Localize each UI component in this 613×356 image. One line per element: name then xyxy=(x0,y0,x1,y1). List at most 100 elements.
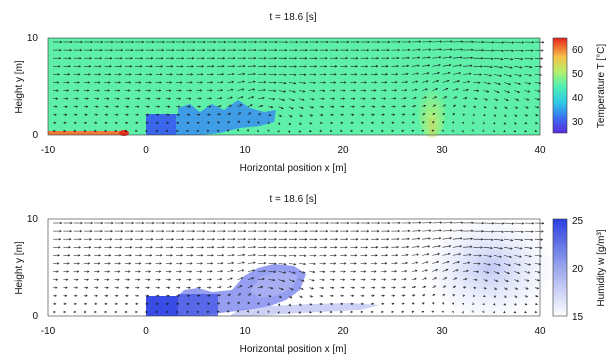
velocity-arrow-head xyxy=(428,229,432,232)
velocity-arrow-head xyxy=(120,56,123,60)
velocity-arrow-head xyxy=(253,245,257,249)
velocity-arrow-head xyxy=(119,254,122,257)
velocity-arrow-head xyxy=(237,120,240,124)
velocity-arrow-head xyxy=(398,221,401,225)
velocity-arrow-head xyxy=(254,40,258,44)
velocity-arrow-head xyxy=(375,254,378,257)
velocity-arrow-head xyxy=(269,113,272,117)
velocity-arrow-head xyxy=(253,64,257,68)
velocity-arrow-head xyxy=(244,40,247,44)
velocity-arrow-head xyxy=(391,310,394,314)
velocity-arrow-head xyxy=(392,294,396,297)
velocity-arrow-head xyxy=(495,279,499,282)
velocity-arrow-head xyxy=(518,263,521,266)
velocity-arrow-head xyxy=(128,262,132,265)
velocity-arrow-head xyxy=(352,97,356,100)
velocity-arrow xyxy=(483,66,493,68)
velocity-arrow-head xyxy=(509,74,512,77)
velocity-arrow xyxy=(442,104,446,107)
velocity-arrow-head xyxy=(227,121,231,124)
velocity-arrow-head xyxy=(130,237,133,241)
velocity-arrow-head xyxy=(428,237,431,240)
velocity-arrow-head xyxy=(256,129,260,133)
velocity-arrow-head xyxy=(406,245,410,249)
velocity-arrow-head xyxy=(295,221,299,225)
velocity-arrow xyxy=(299,98,305,101)
velocity-arrow-head xyxy=(492,310,495,314)
velocity-arrow-head xyxy=(145,310,149,314)
velocity-arrow-head xyxy=(480,65,483,68)
velocity-arrow-head xyxy=(233,56,236,60)
humidity-near-source xyxy=(178,294,218,316)
velocity-arrow-head xyxy=(481,238,484,241)
velocity-arrow-head xyxy=(135,121,139,125)
velocity-arrow-head xyxy=(74,121,77,125)
velocity-arrow-head xyxy=(253,72,256,76)
velocity-arrow xyxy=(493,255,502,258)
velocity-arrow-head xyxy=(114,129,118,133)
velocity-arrow xyxy=(237,269,244,272)
velocity-arrow-head xyxy=(441,310,444,314)
velocity-arrow xyxy=(299,263,306,265)
velocity-arrow-head xyxy=(383,97,387,100)
velocity-arrow-head xyxy=(116,286,120,289)
velocity-arrow-head xyxy=(199,89,203,92)
velocity-arrow xyxy=(514,57,523,60)
velocity-arrow-head xyxy=(412,121,415,124)
velocity-arrow-head xyxy=(476,89,480,92)
velocity-arrow-head xyxy=(330,302,334,306)
velocity-arrow-head xyxy=(324,254,327,257)
velocity-arrow xyxy=(432,222,442,224)
velocity-arrow-head xyxy=(161,48,165,52)
humidity-colorbar-scale xyxy=(552,218,568,317)
velocity-arrow xyxy=(534,106,539,108)
velocity-arrow-head xyxy=(151,48,155,52)
velocity-arrow xyxy=(514,222,524,224)
velocity-arrow-head xyxy=(126,113,129,117)
velocity-arrow-head xyxy=(193,40,196,44)
velocity-arrow-head xyxy=(69,229,73,233)
velocity-arrow xyxy=(534,98,540,100)
velocity-arrow xyxy=(483,49,494,51)
velocity-arrow-head xyxy=(483,113,486,116)
velocity-arrow-head xyxy=(229,104,232,107)
velocity-arrow xyxy=(268,271,276,273)
velocity-arrow-head xyxy=(146,294,150,298)
velocity-arrow-head xyxy=(351,294,355,298)
velocity-arrow-head xyxy=(540,238,544,241)
velocity-arrow-head xyxy=(263,88,266,92)
velocity-arrow-head xyxy=(274,246,277,249)
velocity-arrow-head xyxy=(448,63,452,67)
velocity-arrow-head xyxy=(493,295,497,298)
velocity-arrow xyxy=(514,279,519,282)
velocity-arrow-head xyxy=(186,129,190,133)
velocity-arrow-head xyxy=(432,302,435,305)
velocity-arrow-head xyxy=(201,73,204,76)
velocity-arrow-head xyxy=(403,286,406,289)
velocity-arrow-head xyxy=(57,73,60,76)
velocity-arrow-head xyxy=(381,302,385,306)
velocity-arrow-head xyxy=(253,80,256,83)
velocity-arrow-head xyxy=(404,278,407,281)
velocity-arrow-head xyxy=(355,237,359,241)
velocity-arrow xyxy=(514,230,524,233)
velocity-arrow-head xyxy=(228,112,232,116)
velocity-arrow xyxy=(309,90,315,92)
velocity-arrow-head xyxy=(231,269,234,273)
velocity-arrow-head xyxy=(291,288,294,291)
velocity-arrow-head xyxy=(461,303,465,306)
velocity-arrow-head xyxy=(127,97,130,100)
velocity-arrow xyxy=(411,246,420,248)
velocity-arrow-head xyxy=(425,269,428,272)
velocity-arrow-head xyxy=(241,88,245,91)
velocity-arrow xyxy=(247,96,254,99)
velocity-arrow-head xyxy=(444,96,448,99)
velocity-arrow-head xyxy=(58,56,62,60)
velocity-arrow xyxy=(309,271,315,273)
velocity-arrow xyxy=(401,97,407,99)
velocity-arrow-head xyxy=(181,56,185,60)
velocity-arrow-head xyxy=(231,261,235,265)
velocity-arrow xyxy=(493,271,500,274)
velocity-arrow-head xyxy=(221,262,224,265)
velocity-arrow-head xyxy=(511,41,515,44)
